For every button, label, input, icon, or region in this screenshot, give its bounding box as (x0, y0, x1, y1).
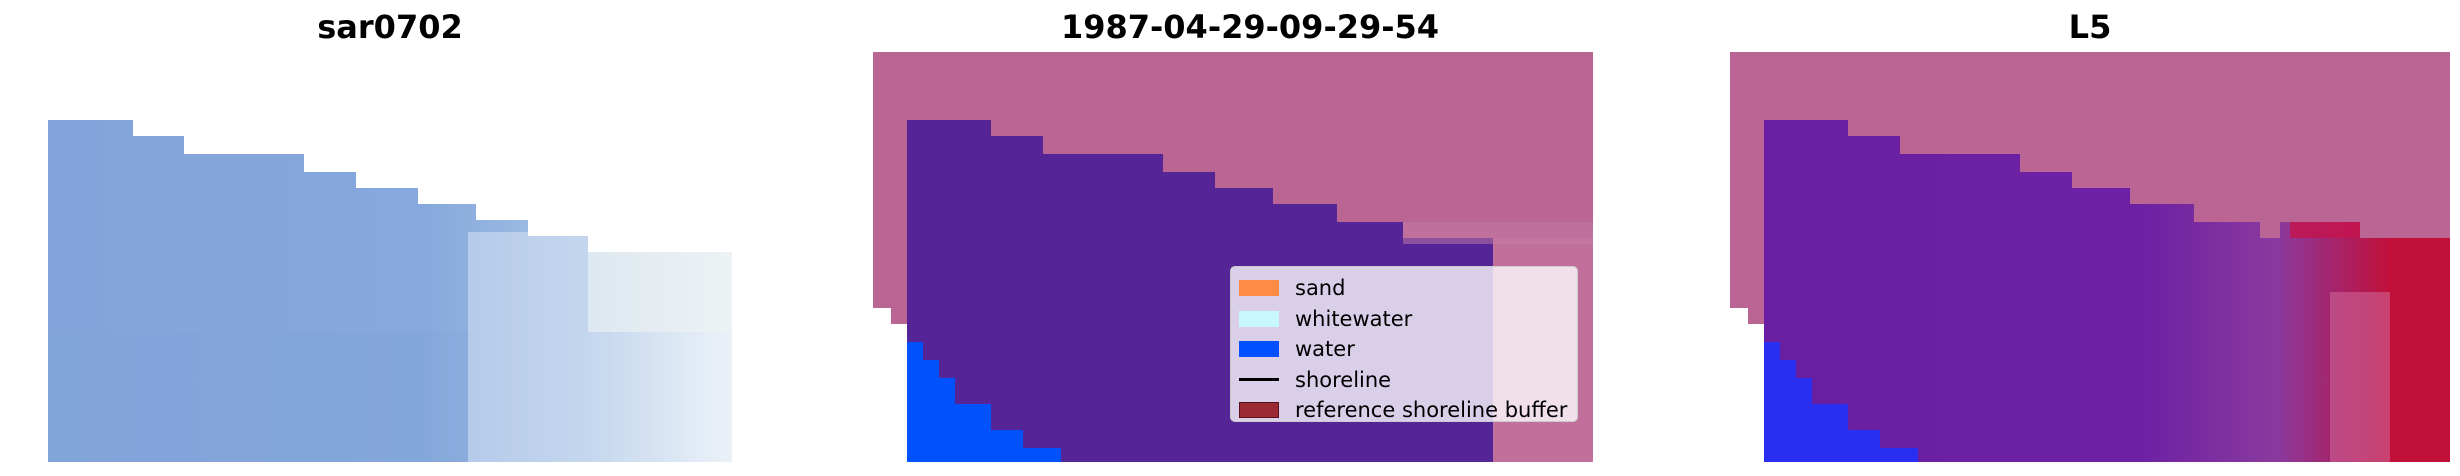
legend-item-sand: sand (1239, 273, 1569, 304)
panel-title: L5 (2068, 8, 2112, 46)
water-legend-area (907, 342, 1061, 462)
water-legend-area (1764, 342, 1918, 462)
legend-label: shoreline (1295, 367, 1392, 392)
legend-label: whitewater (1295, 306, 1413, 331)
legend-item-shoreline: shoreline (1239, 365, 1569, 396)
panel-title: 1987-04-29-09-29-54 (1060, 8, 1440, 46)
panel-l5: L5 (1720, 0, 2460, 476)
satellite-image-rgb (48, 120, 732, 462)
legend-label: sand (1295, 276, 1346, 301)
legend-swatch (1239, 310, 1279, 327)
water-class-area (1764, 120, 2390, 462)
panel-sar0702: sar0702 (0, 0, 780, 476)
legend-swatch (1239, 402, 1279, 419)
legend-label: reference shoreline buffer (1295, 398, 1568, 423)
legend-swatch (1239, 341, 1279, 358)
legend-item-water: water (1239, 334, 1569, 365)
panel-title: sar0702 (317, 8, 463, 46)
image-valid-area (48, 120, 732, 462)
legend-swatch (1239, 378, 1279, 382)
legend-item-reference-shoreline-buffer: reference shoreline buffer (1239, 395, 1569, 426)
legend-item-whitewater: whitewater (1239, 304, 1569, 335)
legend: sand whitewater water shoreline referenc… (1230, 266, 1578, 422)
legend-label: water (1295, 337, 1355, 362)
l5-image (1730, 52, 2450, 462)
legend-swatch (1239, 280, 1279, 297)
